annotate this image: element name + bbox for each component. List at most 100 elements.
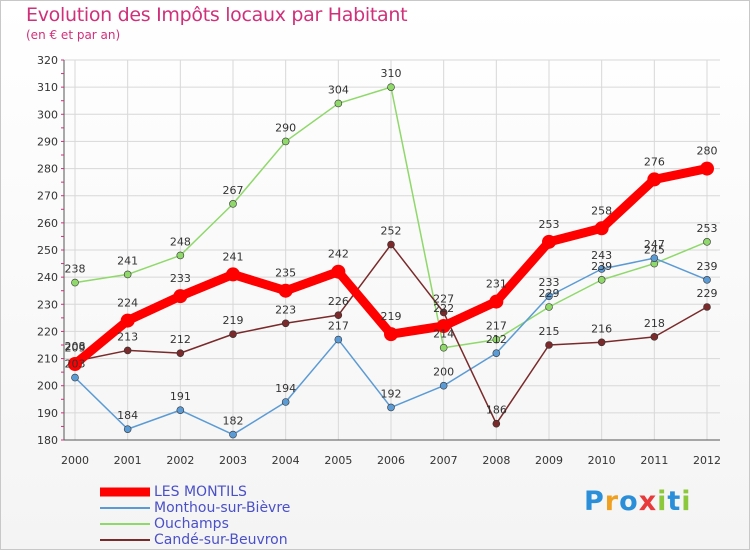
legend-swatch-les-montils bbox=[100, 487, 150, 497]
data-label: 217 bbox=[328, 320, 349, 333]
data-point bbox=[492, 419, 501, 428]
data-point bbox=[334, 335, 343, 344]
y-tick-label: 210 bbox=[37, 353, 58, 366]
data-point bbox=[229, 330, 237, 338]
x-tick-label: 2009 bbox=[535, 454, 563, 467]
data-point bbox=[545, 341, 553, 349]
y-tick-label: 180 bbox=[37, 434, 58, 447]
data-label: 245 bbox=[644, 244, 665, 257]
data-label: 219 bbox=[223, 314, 244, 327]
data-label: 243 bbox=[591, 249, 612, 262]
data-label: 241 bbox=[223, 250, 244, 263]
data-label: 290 bbox=[275, 121, 296, 134]
data-point bbox=[436, 319, 451, 333]
data-point bbox=[703, 276, 711, 284]
data-point bbox=[384, 327, 398, 342]
y-tick-label: 220 bbox=[37, 325, 58, 338]
data-label: 231 bbox=[486, 278, 507, 291]
data-point bbox=[123, 346, 132, 355]
data-point bbox=[597, 338, 606, 347]
data-point bbox=[703, 238, 711, 246]
data-point bbox=[331, 264, 346, 279]
legend-item-les-montils: LES MONTILS bbox=[100, 484, 290, 500]
data-label: 217 bbox=[486, 320, 507, 333]
data-label: 238 bbox=[65, 263, 86, 276]
data-label: 216 bbox=[591, 322, 612, 335]
data-label: 194 bbox=[275, 382, 296, 395]
y-tick-label: 250 bbox=[37, 244, 58, 257]
x-tick-label: 2006 bbox=[377, 454, 405, 467]
data-point bbox=[597, 276, 606, 284]
data-point bbox=[650, 333, 659, 341]
legend-swatch-cande bbox=[100, 539, 150, 541]
data-label: 184 bbox=[117, 409, 138, 422]
data-point bbox=[545, 303, 553, 311]
data-label: 239 bbox=[697, 260, 718, 273]
data-point bbox=[439, 308, 448, 317]
data-label: 223 bbox=[275, 303, 296, 316]
data-point bbox=[647, 172, 662, 187]
data-label: 200 bbox=[433, 366, 454, 379]
data-label: 214 bbox=[433, 328, 454, 341]
data-label: 253 bbox=[697, 222, 718, 235]
legend-label: Monthou-sur-Bièvre bbox=[154, 500, 291, 516]
data-label: 218 bbox=[644, 317, 665, 330]
data-point bbox=[387, 83, 395, 91]
y-tick-label: 310 bbox=[37, 81, 58, 94]
legend-swatch-monthou bbox=[100, 507, 150, 509]
y-tick-label: 290 bbox=[37, 135, 58, 148]
data-point bbox=[492, 335, 501, 344]
data-label: 242 bbox=[328, 248, 349, 261]
data-label: 253 bbox=[539, 218, 560, 231]
y-tick-label: 190 bbox=[37, 407, 58, 420]
data-point bbox=[545, 292, 553, 300]
data-point bbox=[650, 254, 659, 262]
legend-item-ouchamps: Ouchamps bbox=[100, 516, 290, 532]
data-point bbox=[281, 319, 290, 328]
data-point bbox=[387, 240, 395, 249]
data-label: 239 bbox=[591, 260, 612, 273]
legend-swatch-ouchamps bbox=[100, 523, 150, 525]
data-point bbox=[387, 403, 395, 412]
legend-item-monthou: Monthou-sur-Bièvre bbox=[100, 500, 290, 516]
data-point bbox=[226, 267, 240, 282]
x-tick-label: 2007 bbox=[430, 454, 458, 467]
data-label: 212 bbox=[486, 333, 507, 346]
data-point bbox=[334, 99, 343, 108]
data-point bbox=[123, 270, 132, 279]
legend-item-cande: Candé-sur-Beuvron bbox=[100, 532, 290, 548]
data-label: 229 bbox=[539, 287, 560, 300]
legend-label: Ouchamps bbox=[154, 516, 229, 532]
y-tick-label: 240 bbox=[37, 271, 58, 284]
data-point bbox=[71, 373, 79, 382]
chart-legend: LES MONTILS Monthou-sur-Bièvre Ouchamps … bbox=[100, 484, 290, 548]
data-label: 213 bbox=[117, 330, 138, 343]
data-label: 304 bbox=[328, 83, 349, 96]
data-label: 247 bbox=[644, 238, 665, 251]
data-point bbox=[439, 381, 448, 390]
data-point bbox=[278, 283, 293, 298]
y-tick-label: 280 bbox=[37, 163, 58, 176]
x-tick-label: 2002 bbox=[166, 454, 194, 467]
data-label: 229 bbox=[697, 287, 718, 300]
data-label: 191 bbox=[170, 390, 191, 403]
x-tick-label: 2008 bbox=[482, 454, 510, 467]
data-point bbox=[281, 398, 290, 406]
data-label: 215 bbox=[539, 325, 560, 338]
legend-label: Candé-sur-Beuvron bbox=[154, 532, 288, 548]
data-point bbox=[703, 303, 711, 311]
data-label: 203 bbox=[65, 358, 86, 371]
y-tick-label: 230 bbox=[37, 298, 58, 311]
data-label: 192 bbox=[381, 387, 402, 400]
chart-subtitle: (en € et par an) bbox=[26, 28, 121, 42]
data-label: 209 bbox=[65, 341, 86, 354]
x-tick-label: 2000 bbox=[61, 454, 89, 467]
data-label: 241 bbox=[117, 254, 138, 267]
y-tick-label: 260 bbox=[37, 217, 58, 230]
x-tick-label: 2005 bbox=[324, 454, 352, 467]
data-point bbox=[281, 137, 290, 146]
data-point bbox=[176, 406, 185, 414]
data-point bbox=[597, 265, 606, 273]
proxiti-logo: Proxiti bbox=[584, 486, 692, 517]
